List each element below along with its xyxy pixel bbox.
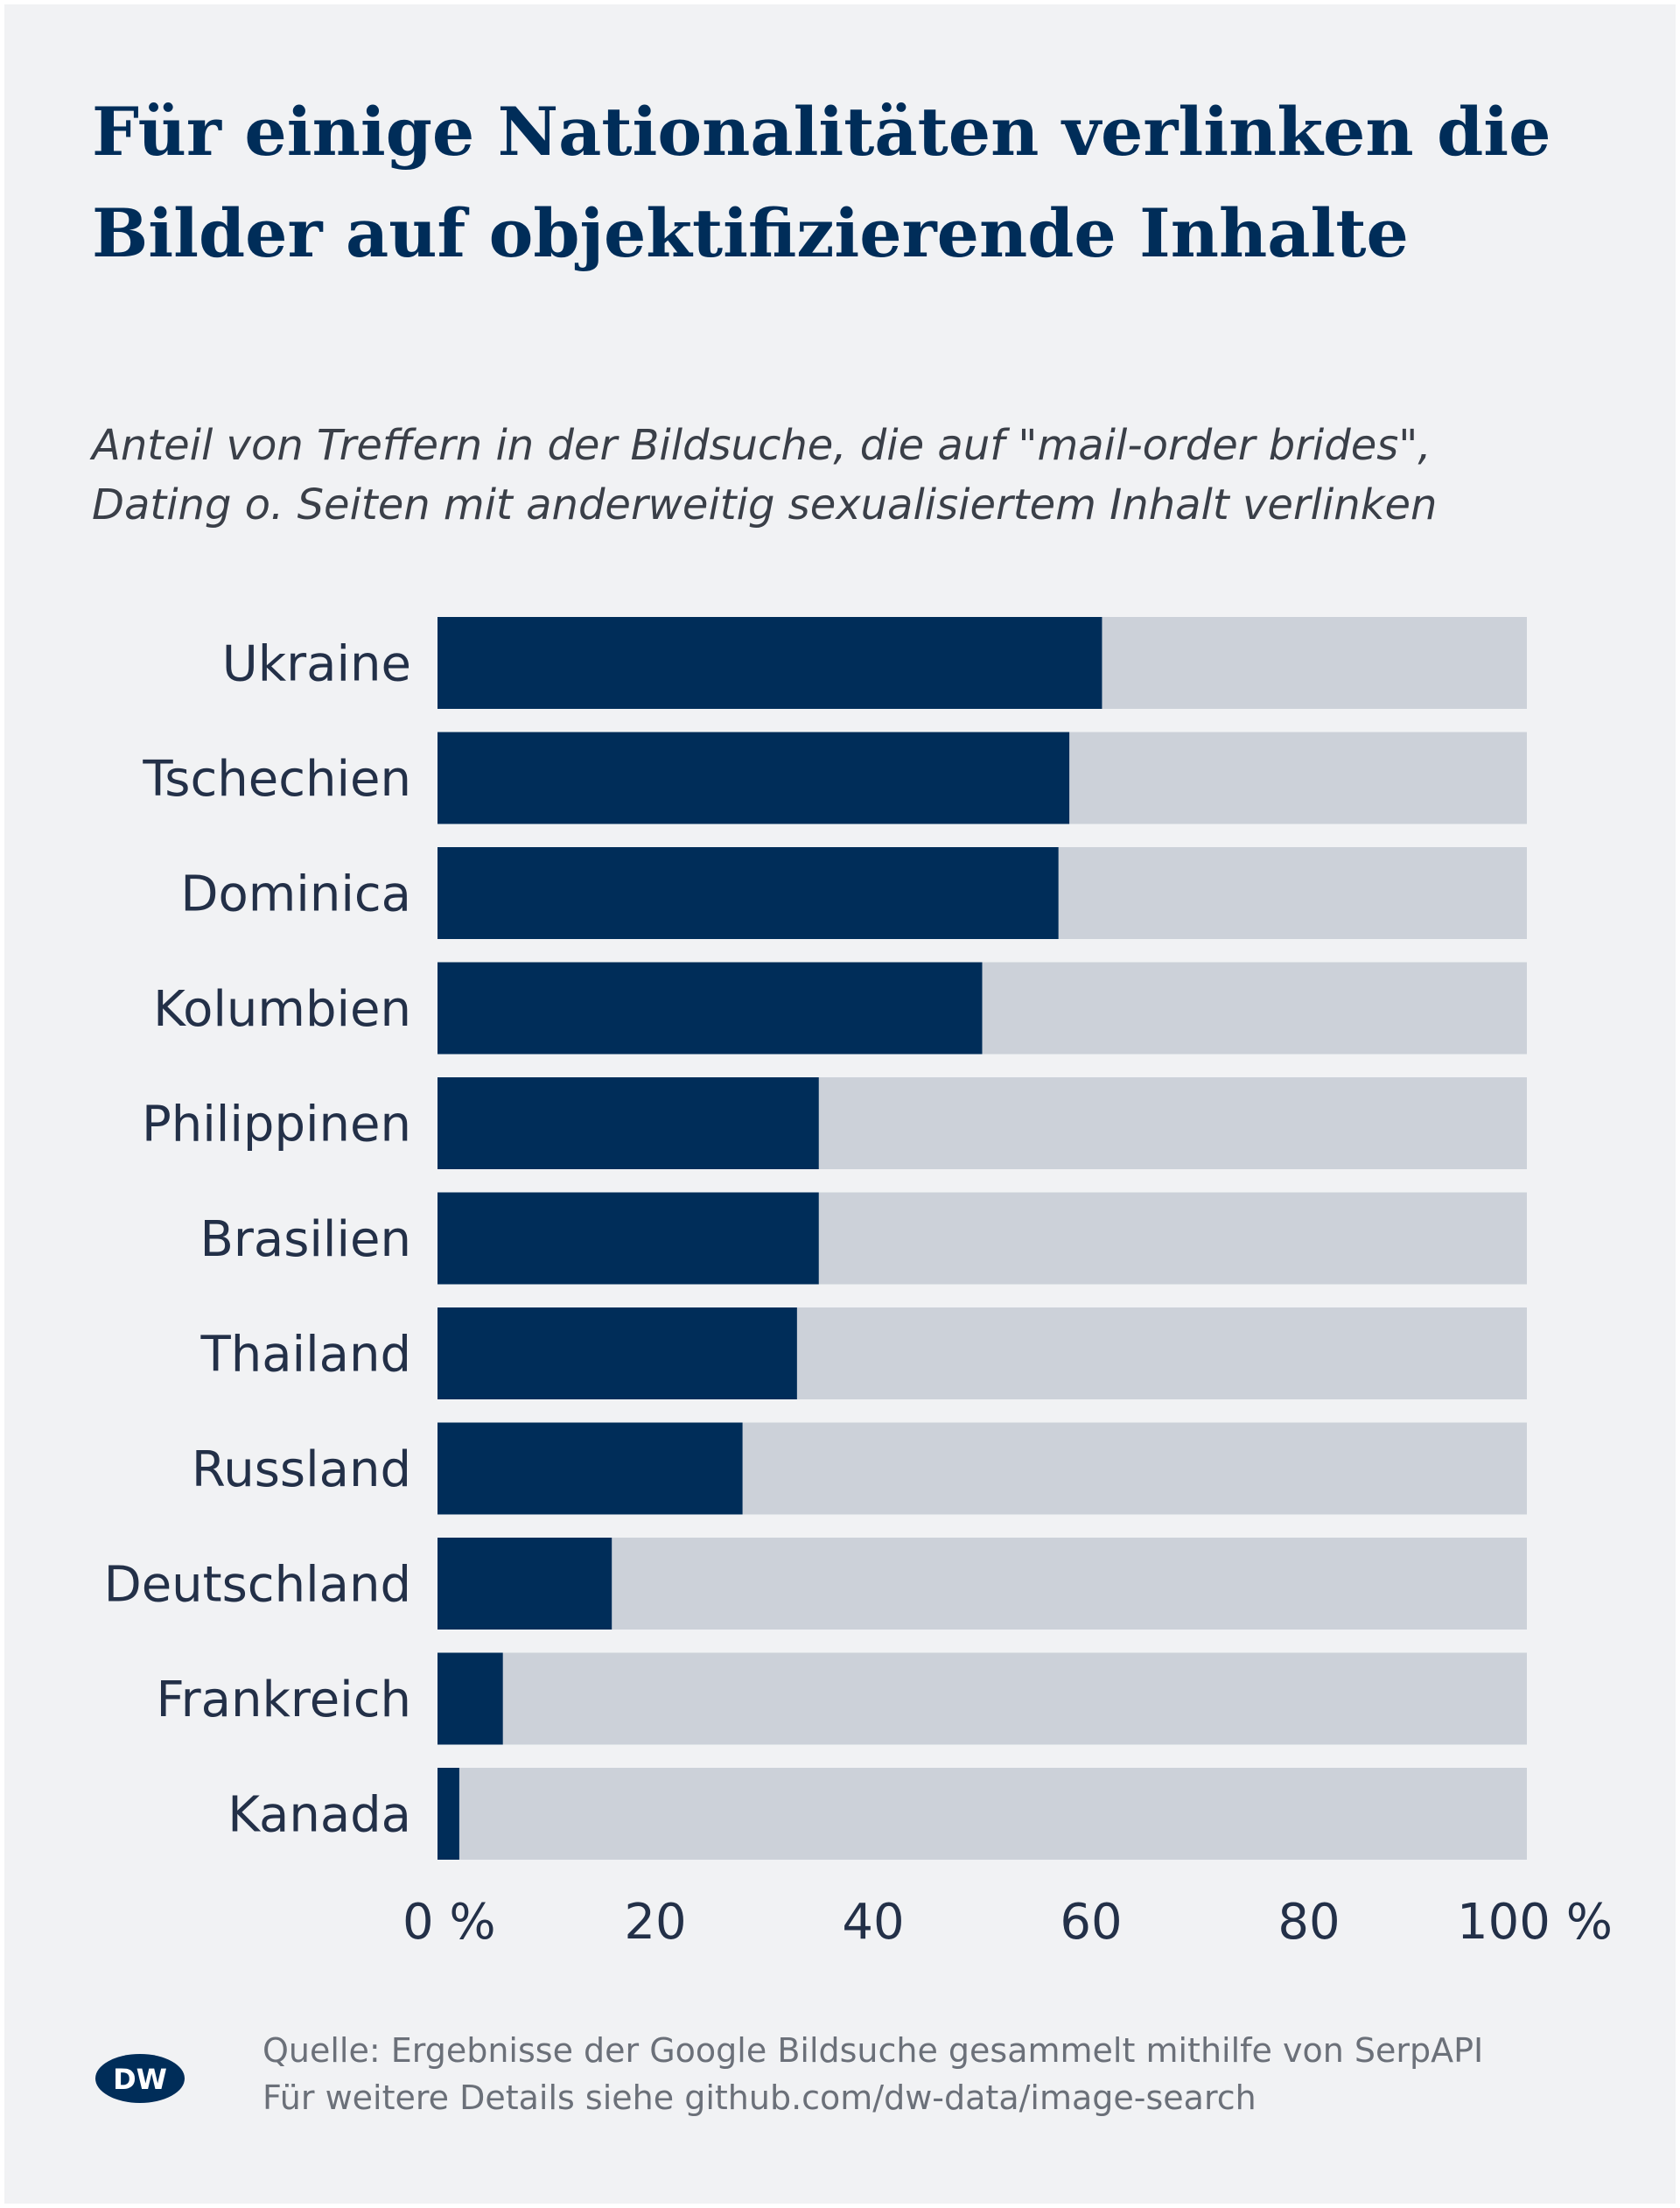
bar-russland xyxy=(438,1422,743,1515)
chart-title: Für einige Nationalitäten verlinken die … xyxy=(92,81,1632,284)
category-label-philippinen: Philippinen xyxy=(142,1097,411,1153)
bar-tschechien xyxy=(438,732,1070,824)
category-label-dominica: Dominica xyxy=(180,866,411,923)
category-label-frankreich: Frankreich xyxy=(157,1672,411,1728)
bar-dominica xyxy=(438,847,1059,939)
bar-kanada xyxy=(438,1768,459,1860)
dw-logo: DW xyxy=(95,2054,185,2103)
category-label-russland: Russland xyxy=(192,1441,411,1498)
category-label-kolumbien: Kolumbien xyxy=(153,981,411,1038)
subtitle-line-2: Dating o. Seiten mit anderweitig sexuali… xyxy=(92,480,1438,529)
bar-frankreich xyxy=(438,1652,503,1745)
x-axis-ticks: 0 % 20 40 60 80 100 % xyxy=(402,1894,1613,1951)
x-tick-label-60: 60 xyxy=(1060,1894,1122,1951)
x-tick-label-100: 100 % xyxy=(1457,1894,1613,1951)
bar-philippinen xyxy=(438,1077,819,1169)
title-line-2: Bilder auf objektifizierende Inhalte xyxy=(92,194,1409,272)
title-line-1: Für einige Nationalitäten verlinken die xyxy=(92,93,1551,171)
category-label-thailand: Thailand xyxy=(200,1327,412,1384)
category-label-tschechien: Tschechien xyxy=(142,751,411,808)
source-line-2: Für weitere Details siehe github.com/dw-… xyxy=(262,2078,1256,2117)
category-labels: Ukraine Tschechien Dominica Kolumbien Philip… xyxy=(104,636,411,1844)
bars-group xyxy=(438,617,1527,1860)
category-label-deutschland: Deutschland xyxy=(104,1557,411,1614)
category-label-kanada: Kanada xyxy=(228,1787,411,1844)
x-tick-label-0: 0 % xyxy=(402,1894,496,1951)
x-tick-label-80: 80 xyxy=(1278,1894,1340,1951)
bar-remainder-kanada xyxy=(438,1768,1527,1860)
subtitle-line-1: Anteil von Treffern in der Bildsuche, di… xyxy=(92,421,1432,470)
bar-deutschland xyxy=(438,1538,612,1630)
category-label-ukraine: Ukraine xyxy=(222,636,411,693)
bar-remainder-deutschland xyxy=(438,1538,1527,1630)
bar-thailand xyxy=(438,1307,797,1399)
source-line-1: Quelle: Ergebnisse der Google Bildsuche … xyxy=(262,2031,1484,2070)
category-label-brasilien: Brasilien xyxy=(200,1211,411,1268)
bar-brasilien xyxy=(438,1192,819,1285)
bar-remainder-frankreich xyxy=(438,1652,1527,1745)
x-tick-label-20: 20 xyxy=(624,1894,686,1951)
bar-ukraine xyxy=(438,617,1102,709)
source-note: Quelle: Ergebnisse der Google Bildsuche … xyxy=(262,2027,1483,2121)
chart-subtitle: Anteil von Treffern in der Bildsuche, di… xyxy=(92,416,1632,535)
chart-card: Für einige Nationalitäten verlinken die … xyxy=(4,4,1676,2204)
bar-chart: Ukraine Tschechien Dominica Kolumbien Philip… xyxy=(104,617,1613,1951)
bar-kolumbien xyxy=(438,962,983,1055)
dw-logo-text: DW xyxy=(113,2063,167,2096)
x-tick-label-40: 40 xyxy=(842,1894,904,1951)
